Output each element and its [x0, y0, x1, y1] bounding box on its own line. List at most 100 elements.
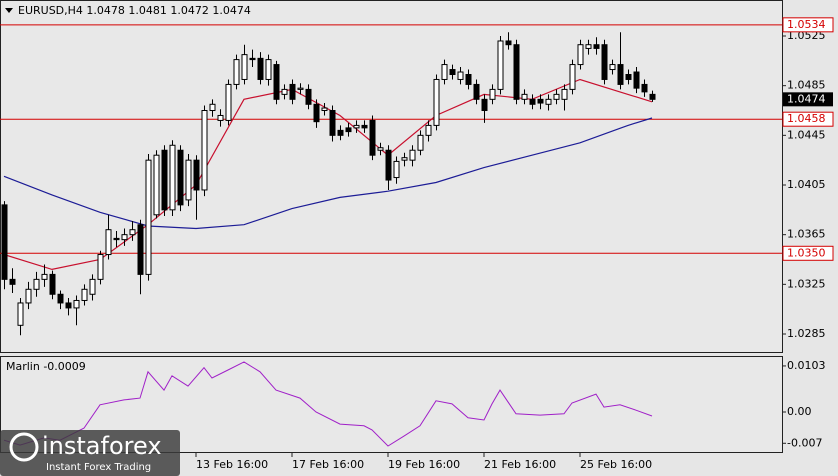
- candle-body: [233, 59, 240, 85]
- candle-body: [345, 127, 352, 133]
- candle-body: [385, 149, 392, 181]
- y-tick-label: 1.0365: [787, 228, 826, 241]
- candle-body: [305, 88, 312, 105]
- indicator-line: [3, 361, 653, 447]
- candle-body: [497, 40, 504, 90]
- level-label-box: [782, 245, 834, 261]
- last-price-label: 1.0474: [787, 92, 826, 105]
- candle-body: [473, 83, 480, 100]
- y-tick-label: 1.0325: [787, 277, 826, 290]
- candle-body: [449, 69, 456, 75]
- indicator-tick-label: 0.0103: [787, 359, 826, 372]
- x-tick-label: 21 Feb 16:00: [484, 458, 556, 471]
- candle-body: [553, 93, 560, 100]
- candle-body: [257, 57, 264, 80]
- level-label: 1.0534: [787, 18, 826, 31]
- candle-body: [585, 44, 592, 49]
- candle-body: [209, 103, 216, 112]
- candle-body: [89, 278, 96, 295]
- candle-body: [369, 119, 376, 156]
- last-price-box: [783, 92, 833, 107]
- watermark-brand: instaforex: [42, 432, 162, 460]
- candle-body: [537, 98, 544, 104]
- candle-body: [569, 64, 576, 90]
- candle-body: [409, 149, 416, 161]
- candle-body: [57, 293, 64, 304]
- candle-body: [33, 278, 40, 290]
- candle-body: [633, 71, 640, 89]
- x-tick-label: 13 Feb 16:00: [196, 458, 268, 471]
- y-tick-label: 1.0285: [787, 327, 826, 340]
- candle-body: [113, 237, 120, 241]
- candle-body: [561, 88, 568, 100]
- candle-body: [609, 64, 616, 71]
- candle-body: [513, 44, 520, 100]
- candle-body: [425, 124, 432, 136]
- level-label-box: [782, 111, 834, 127]
- candle-body: [457, 71, 464, 80]
- candle-body: [121, 234, 128, 241]
- candle-body: [41, 273, 48, 280]
- y-tick-label: 1.0485: [787, 79, 826, 92]
- candle-body: [281, 88, 288, 95]
- candle-body: [441, 64, 448, 80]
- candle-body: [145, 159, 152, 275]
- candle-body: [353, 124, 360, 129]
- candle-body: [313, 103, 320, 123]
- candle-body: [329, 110, 336, 136]
- candle-body: [577, 44, 584, 66]
- candle-body: [97, 254, 104, 280]
- candle-body: [161, 149, 168, 211]
- candle-body: [321, 107, 328, 112]
- candle-body: [289, 83, 296, 100]
- plot: 1.05251.04851.04451.04051.03651.03251.02…: [0, 17, 834, 471]
- watermark: instaforex Instant Forex Trading: [0, 430, 180, 476]
- level-label-box: [782, 17, 834, 33]
- watermark-tagline: Instant Forex Trading: [46, 462, 151, 473]
- candle-body: [489, 88, 496, 100]
- level-label: 1.0350: [787, 246, 826, 259]
- chart-title: EURUSD,H4 1.0478 1.0481 1.0472 1.0474: [18, 4, 251, 17]
- menu-icon[interactable]: [5, 8, 13, 13]
- candle-body: [137, 224, 144, 275]
- x-tick-label: 19 Feb 16:00: [388, 458, 460, 471]
- candle-body: [217, 114, 224, 121]
- x-tick-label: 17 Feb 16:00: [292, 458, 364, 471]
- candle-body: [265, 59, 272, 80]
- candle-body: [153, 154, 160, 216]
- candle-body: [273, 64, 280, 100]
- candle-body: [465, 73, 472, 85]
- candle-body: [393, 160, 400, 179]
- watermark-logo: [9, 432, 39, 462]
- candle-body: [241, 54, 248, 80]
- candle-body: [601, 44, 608, 80]
- candle-body: [185, 159, 192, 201]
- indicator-label: Marlin -0.0009: [6, 360, 86, 373]
- candle-body: [625, 73, 632, 80]
- candle-body: [105, 229, 112, 256]
- candle-body: [417, 134, 424, 151]
- candle-body: [529, 98, 536, 105]
- candle-body: [25, 288, 32, 304]
- candle-body: [249, 57, 256, 61]
- candle-body: [17, 302, 24, 326]
- candle-body: [481, 98, 488, 112]
- candle-body: [169, 144, 176, 211]
- candle-body: [73, 299, 80, 309]
- candle-body: [129, 229, 136, 236]
- candle-body: [65, 302, 72, 309]
- watermark-box: [0, 430, 180, 476]
- candle-body: [201, 110, 208, 191]
- candle-body: [49, 273, 56, 295]
- candle-body: [401, 157, 408, 161]
- candle-body: [337, 129, 344, 136]
- candle-body: [505, 40, 512, 46]
- indicator-tick-label: 0.00: [787, 405, 812, 418]
- candle-body: [617, 64, 624, 85]
- candle-body: [649, 93, 656, 100]
- level-label: 1.0458: [787, 112, 826, 125]
- candle-body: [297, 87, 304, 90]
- y-tick-label: 1.0405: [787, 178, 826, 191]
- candle-body: [9, 278, 16, 285]
